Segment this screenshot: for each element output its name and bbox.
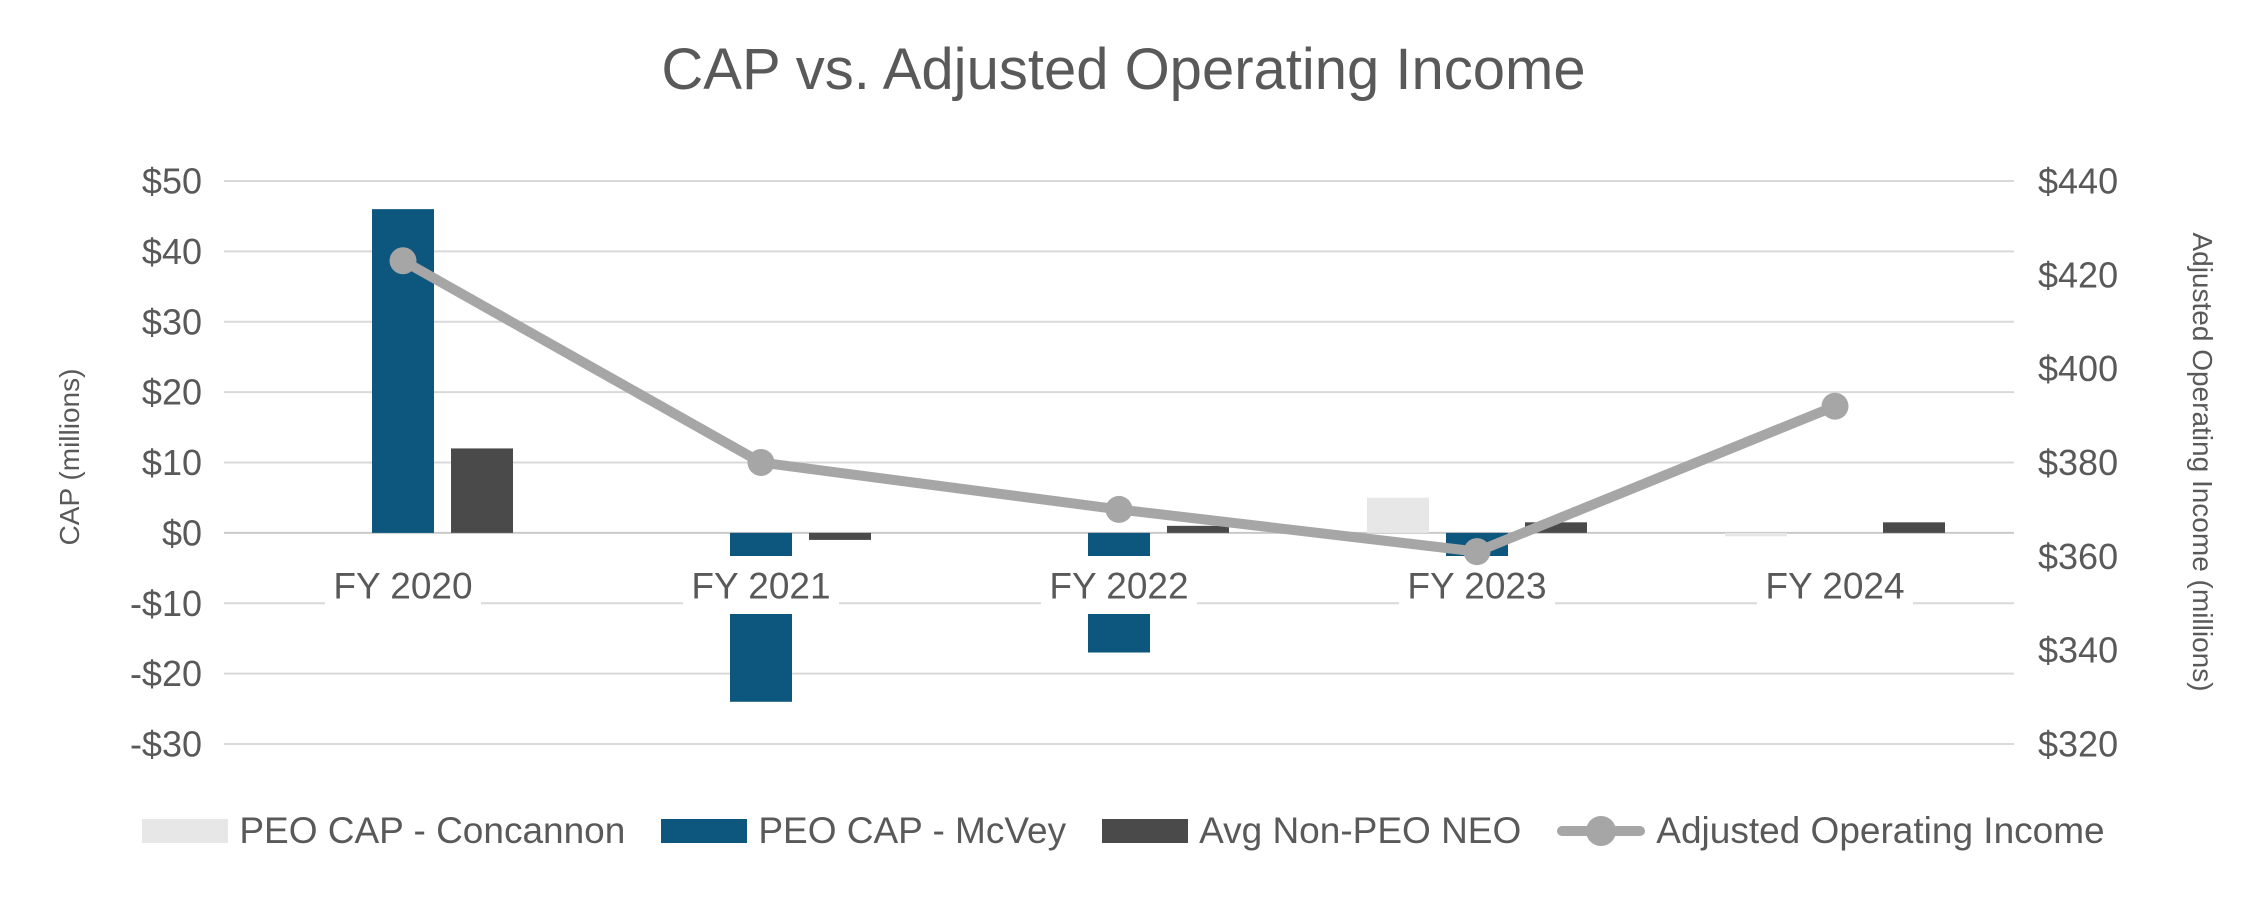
x-label-fy-2022: FY 2022 (1049, 566, 1188, 607)
legend: PEO CAP - Concannon PEO CAP - McVey Avg … (0, 806, 2247, 856)
left-tick-20: $20 (142, 372, 202, 413)
aoi-marker-fy-2021 (747, 449, 775, 476)
concannon-swatch-icon (142, 819, 229, 843)
left-tick-0: $0 (162, 512, 202, 553)
left-tick-20: -$20 (130, 653, 202, 694)
aoi-marker-fy-2020 (389, 247, 417, 275)
x-label-bg-fy-2023 (1399, 556, 1555, 614)
legend-item-peo-cap-concannon: PEO CAP - Concannon (142, 810, 625, 852)
right-tick-440: $440 (2038, 161, 2118, 202)
legend-item-adjusted-operating-income: Adjusted Operating Income (1557, 810, 2105, 852)
legend-item-peo-cap-mcvey: PEO CAP - McVey (661, 810, 1066, 852)
left-tick-30: $30 (142, 301, 202, 342)
bar-fy-2022-avg-non-peo-neo (1167, 525, 1229, 533)
x-label-bg-fy-2022 (1041, 556, 1197, 614)
x-label-bg-fy-2021 (683, 556, 839, 614)
x-label-fy-2023: FY 2023 (1407, 566, 1546, 607)
right-tick-400: $400 (2038, 348, 2118, 389)
left-tick-40: $40 (142, 231, 202, 272)
x-label-bg-fy-2024 (1757, 556, 1913, 614)
bar-fy-2021-avg-non-peo-neo (809, 532, 871, 540)
aoi-marker-fy-2024 (1821, 392, 1849, 420)
x-label-bg-fy-2020 (325, 556, 481, 614)
bar-fy-2023-avg-non-peo-neo (1525, 522, 1587, 533)
line-dot-icon (1586, 816, 1617, 846)
bar-fy-2024-peo-cap-concannon (1725, 532, 1787, 537)
left-tick-50: $50 (142, 161, 202, 202)
x-label-fy-2021: FY 2021 (691, 566, 830, 607)
legend-label: PEO CAP - Concannon (239, 810, 626, 851)
left-tick-10: $10 (142, 442, 202, 483)
line-marker-glyph-icon (1557, 816, 1646, 846)
right-tick-420: $420 (2038, 254, 2118, 295)
neo-swatch-icon (1102, 819, 1189, 843)
chart-title: CAP vs. Adjusted Operating Income (661, 37, 1586, 102)
left-tick-30: -$30 (130, 724, 202, 765)
right-tick-380: $380 (2038, 442, 2118, 483)
aoi-marker-fy-2022 (1105, 495, 1133, 523)
legend-label: PEO CAP - McVey (758, 810, 1067, 851)
right-tick-320: $320 (2038, 724, 2118, 765)
legend-label: Adjusted Operating Income (1656, 810, 2105, 851)
bar-fy-2020-avg-non-peo-neo (451, 448, 513, 533)
x-label-fy-2024: FY 2024 (1765, 566, 1904, 607)
legend-item-avg-non-peo-neo: Avg Non-PEO NEO (1102, 810, 1521, 852)
legend-label: Avg Non-PEO NEO (1199, 810, 1522, 851)
aoi-marker-fy-2023 (1463, 538, 1491, 566)
mcvey-swatch-icon (661, 819, 748, 843)
bar-fy-2023-peo-cap-concannon (1367, 497, 1429, 533)
bar-fy-2024-avg-non-peo-neo (1883, 522, 1945, 533)
right-tick-360: $360 (2038, 536, 2118, 577)
right-tick-340: $340 (2038, 630, 2118, 671)
x-label-fy-2020: FY 2020 (333, 566, 472, 607)
left-tick-10: -$10 (130, 583, 202, 624)
